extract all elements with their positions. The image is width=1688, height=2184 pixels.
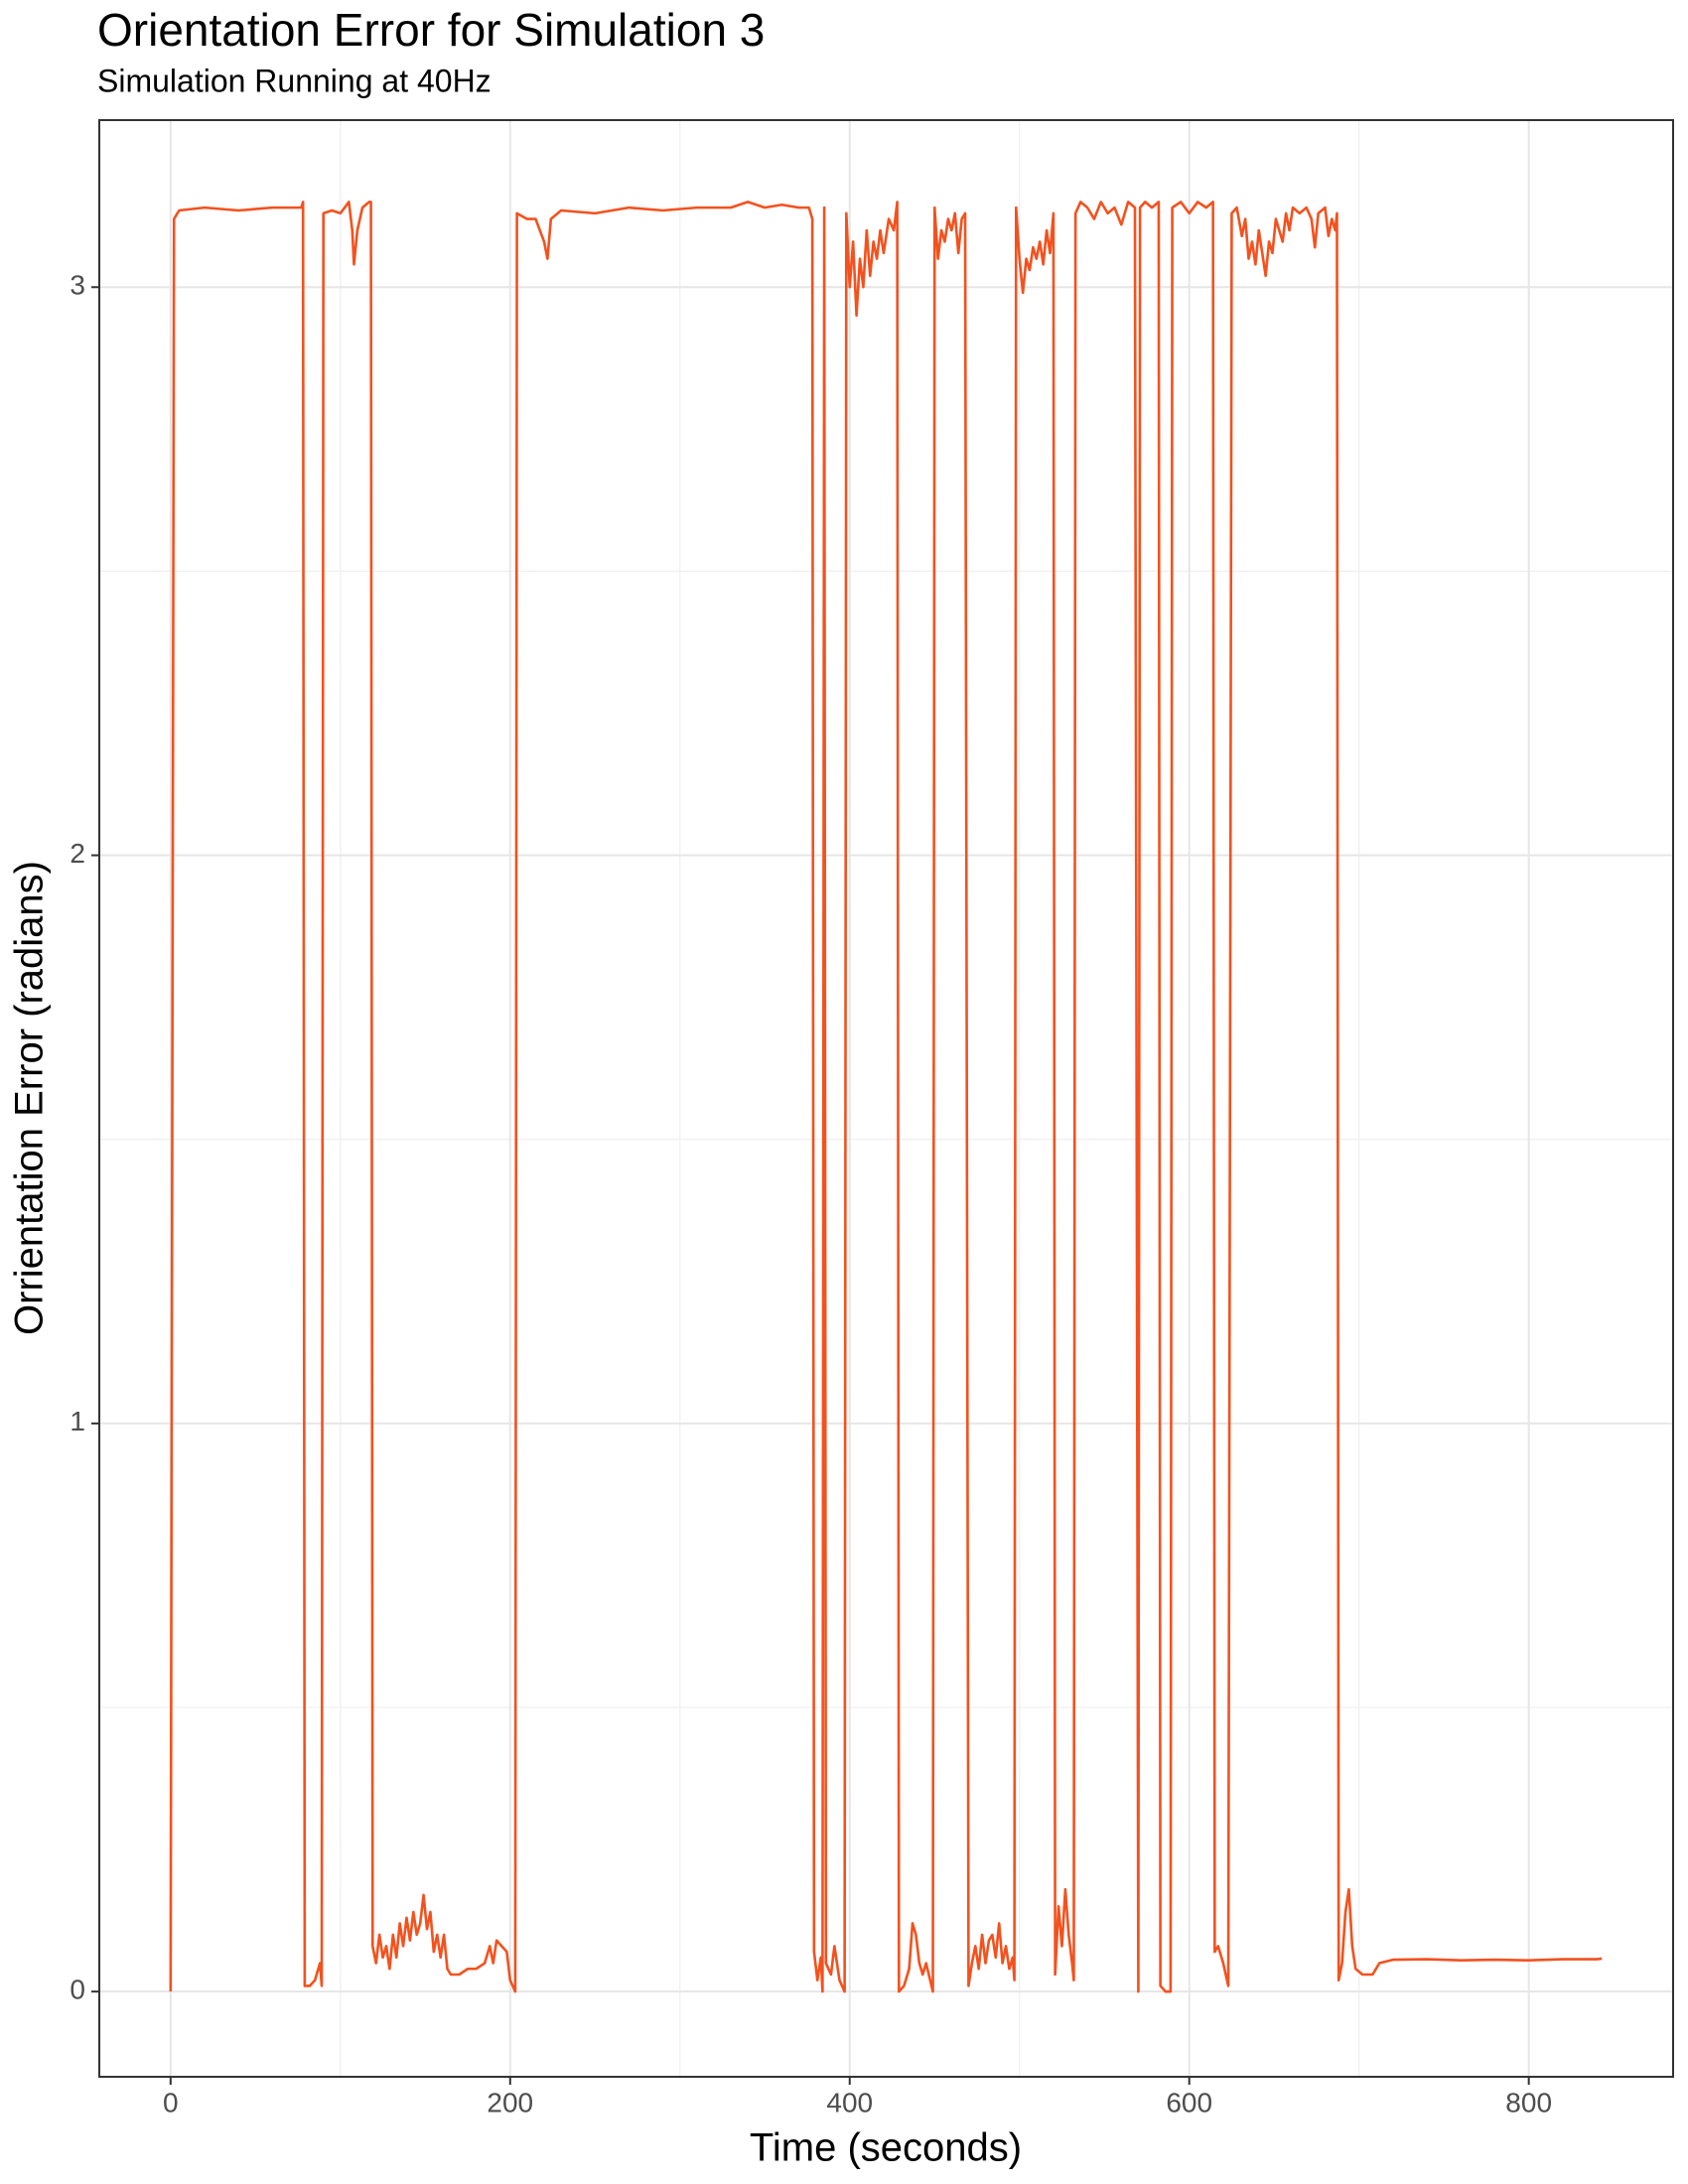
y-axis-title: Orrientation Error (radians) [8,861,52,1335]
y-tick-label: 3 [70,270,85,301]
y-tick-label: 2 [70,838,85,869]
x-axis-title: Time (seconds) [750,2126,1022,2170]
x-tick-label: 600 [1166,2087,1212,2117]
chart-subtitle: Simulation Running at 40Hz [97,63,492,98]
data-line [169,201,1603,1993]
x-tick-label: 400 [826,2087,873,2117]
y-tick-label: 1 [70,1406,85,1436]
x-tick-label: 0 [163,2087,179,2117]
x-tick-label: 200 [487,2087,533,2117]
x-tick-label: 800 [1505,2087,1552,2117]
plot-border [98,119,1674,2078]
y-tick-label: 0 [70,1975,85,2005]
chart-title: Orientation Error for Simulation 3 [97,4,765,56]
